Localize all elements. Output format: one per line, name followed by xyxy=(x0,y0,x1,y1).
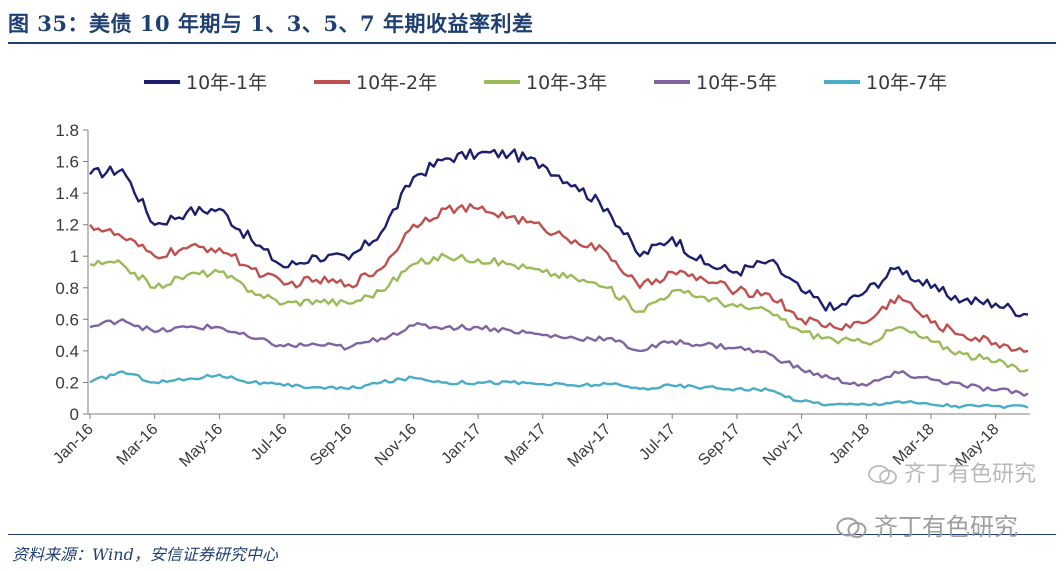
legend-label-1: 10年-1年 xyxy=(186,72,267,94)
spread-line-chart: 10年-1年 10年-2年 10年-3年 10年-5年 10年-7年 0 0.2 0.4 0.… xyxy=(50,72,1030,471)
wechat-icon xyxy=(836,517,867,538)
x-tick-label: Jul-17 xyxy=(636,421,679,464)
legend-label-3: 10年-3年 xyxy=(526,72,607,94)
legend-label-5: 10年-7年 xyxy=(866,72,947,94)
y-tick-label: 0.8 xyxy=(55,279,79,298)
chart-legend: 10年-1年 10年-2年 10年-3年 10年-5年 10年-7年 xyxy=(144,72,947,94)
y-tick-label: 0.2 xyxy=(55,373,79,392)
y-tick-label: 1.4 xyxy=(55,184,79,203)
watermark-text: 齐丁有色研究 xyxy=(904,462,1037,487)
y-tick-label: 1.6 xyxy=(55,153,79,172)
x-tick-label: Jan-16 xyxy=(50,421,97,468)
watermark-bottom: 齐丁有色研究 xyxy=(836,507,1018,542)
y-tick-label: 0.4 xyxy=(55,342,79,361)
x-tick-label: Nov-16 xyxy=(372,421,421,470)
source-note: 资料来源：Wind，安信证券研究中心 xyxy=(12,545,278,564)
x-tick-label: Sep-17 xyxy=(695,421,744,470)
x-tick-label: Mar-16 xyxy=(114,421,162,469)
legend-label-4: 10年-5年 xyxy=(696,72,777,94)
series-line-5 xyxy=(89,370,1029,410)
x-tick-label: Mar-17 xyxy=(502,421,550,469)
y-tick-label: 1.8 xyxy=(55,121,79,140)
x-tick-label: Jul-16 xyxy=(248,421,291,464)
series-line-4 xyxy=(89,318,1029,397)
y-tick-label: 0.6 xyxy=(55,310,79,329)
series-line-1 xyxy=(89,148,1029,318)
chart-axes: 0 0.2 0.4 0.6 0.8 1 1.2 1.4 1.6 1.8 Jan-16 Mar-16 Ma… xyxy=(50,121,1030,471)
x-tick-label: Jan-17 xyxy=(438,421,485,468)
figure-title: 图 35：美债 10 年期与 1、3、5、7 年期收益率利差 xyxy=(8,11,534,36)
x-tick-label: May-17 xyxy=(565,421,615,471)
y-tick-label: 1.2 xyxy=(55,216,79,235)
y-tick-label: 0 xyxy=(70,405,79,424)
watermark-text: 齐丁有色研究 xyxy=(874,513,1018,541)
x-tick-label: Sep-16 xyxy=(307,421,356,470)
x-tick-label: Jan-18 xyxy=(826,421,873,468)
x-tick-label: Nov-17 xyxy=(760,421,809,470)
footer-rule xyxy=(8,534,1056,535)
legend-label-2: 10年-2年 xyxy=(356,72,437,94)
y-tick-label: 1 xyxy=(70,247,79,266)
series-line-2 xyxy=(89,203,1029,353)
title-rule xyxy=(8,42,1056,44)
watermark-top: 齐丁有色研究 xyxy=(868,456,1036,488)
wechat-icon xyxy=(868,465,897,485)
chart-series xyxy=(89,148,1029,410)
series-line-3 xyxy=(89,252,1029,373)
x-tick-label: May-16 xyxy=(176,421,226,471)
